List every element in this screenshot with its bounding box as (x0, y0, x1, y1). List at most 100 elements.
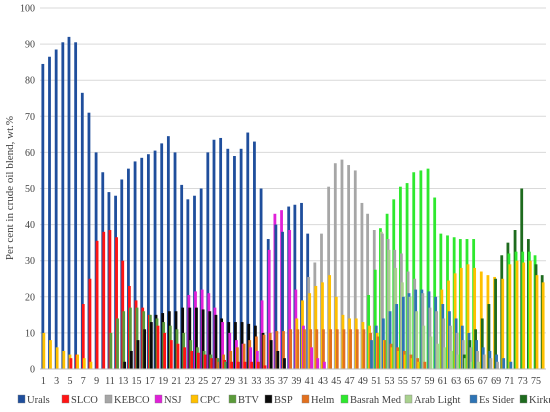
bar-btv-14 (128, 307, 132, 369)
bar-kebco-45 (333, 163, 337, 369)
legend-label-kirkuk-ar: Kirkuk AR (529, 395, 550, 406)
bar-urals-36 (274, 224, 278, 369)
bar-cpc-73 (522, 262, 526, 369)
legend-label-bsp: BSP (274, 395, 293, 406)
bar-basrah-med-60 (433, 197, 437, 369)
bar-urals-33 (253, 141, 256, 369)
legend-label-btv: BTV (238, 395, 259, 406)
bar-bsp-16 (143, 329, 147, 369)
bar-cpc-76 (541, 282, 545, 369)
bar-helm-27 (217, 361, 221, 369)
bar-bsp-35 (269, 340, 273, 369)
x-tick-label: 37 (278, 376, 288, 387)
bar-slco-29 (230, 361, 234, 369)
bar-slco-25 (203, 354, 207, 369)
bar-urals-22 (180, 184, 184, 369)
bar-helm-45 (335, 329, 339, 369)
bar-urals-6 (74, 42, 78, 370)
bar-arab-light-65 (470, 361, 474, 369)
bar-urals-34 (259, 188, 263, 369)
bar-slco-32 (250, 361, 254, 369)
bar-slco-5 (69, 358, 73, 369)
bar-urals-28 (219, 137, 223, 369)
bar-bsp-37 (283, 358, 286, 369)
bar-helm-31 (242, 343, 246, 369)
x-tick-label: 25 (198, 376, 208, 387)
bar-kebco-46 (340, 159, 344, 369)
bar-es-sider-50 (370, 340, 373, 369)
bar-urals-17 (146, 154, 150, 369)
bar-btv-15 (135, 307, 139, 369)
legend-label-kebco: KEBCO (114, 395, 150, 406)
x-tick-label: 35 (265, 376, 275, 387)
bar-cpc-71 (508, 264, 512, 369)
gridlines (40, 7, 546, 334)
bar-basrah-med-57 (412, 172, 416, 369)
x-tick-label: 61 (438, 376, 448, 387)
bar-helm-29 (229, 350, 233, 369)
bar-cpc-42 (314, 285, 318, 369)
bar-bsp-26 (208, 311, 212, 369)
bar-urals-5 (67, 36, 71, 369)
bar-basrah-med-51 (373, 269, 377, 369)
bar-kebco-61 (442, 318, 446, 369)
legend-label-arab-light: Arab Light (414, 395, 460, 406)
bar-urals-21 (173, 152, 177, 369)
bar-btv-11 (109, 332, 113, 369)
bar-helm-58 (423, 361, 427, 369)
bar-nsj-32 (249, 347, 253, 369)
bar-helm-47 (349, 329, 352, 369)
bar-urals-24 (193, 195, 196, 369)
bar-slco-18 (156, 325, 160, 369)
y-axis-title: Per cent in crude oil blend, wt.% (4, 116, 16, 260)
bar-arab-light-60 (436, 343, 440, 369)
y-tick-label: 30 (25, 256, 35, 267)
y-tick-label: 60 (25, 148, 35, 159)
y-tick-label: 70 (25, 112, 35, 123)
legend-swatch-kirkuk-ar (519, 394, 528, 404)
bar-cpc-75 (535, 275, 539, 369)
bar-nsj-33 (255, 350, 259, 369)
x-tick-label: 73 (518, 376, 528, 387)
bar-cpc-57 (417, 361, 421, 369)
legend-swatch-bsp (264, 394, 273, 404)
bar-cpc-1 (42, 332, 46, 369)
bar-slco-21 (176, 343, 180, 369)
x-tick-label: 67 (478, 376, 488, 387)
bar-bsp-15 (136, 340, 140, 369)
x-tick-label: 53 (385, 376, 395, 387)
bar-kebco-68 (489, 358, 493, 369)
bar-kebco-66 (476, 350, 479, 369)
bar-urals-1 (41, 63, 45, 369)
bar-bsp-25 (201, 309, 205, 369)
legend-swatch-helm (301, 394, 310, 404)
bar-nsj-41 (310, 347, 313, 369)
bar-cpc-72 (515, 260, 519, 369)
bar-arab-light-57 (415, 311, 419, 369)
bar-btv-28 (224, 361, 227, 369)
bar-cpc-64 (459, 267, 463, 369)
bar-arab-light-58 (422, 325, 426, 369)
bar-kirkuk-ar-67 (480, 318, 484, 369)
bar-basrah-med-59 (426, 168, 430, 369)
legend-label-nsj: NSJ (164, 395, 182, 406)
bar-cpc-70 (501, 278, 505, 369)
x-tick-label: 57 (411, 376, 421, 387)
bar-helm-42 (315, 329, 319, 369)
legend-label-slco: SLCO (71, 395, 98, 406)
bar-bsp-27 (214, 314, 218, 369)
bar-urals-15 (133, 161, 137, 369)
legend-label-urals: Urals (27, 395, 50, 406)
bar-nsj-42 (316, 358, 320, 369)
x-tick-label: 7 (81, 376, 86, 387)
bar-urals-14 (127, 168, 130, 369)
y-tick-label: 0 (30, 365, 35, 376)
bar-urals-20 (166, 136, 170, 369)
x-tick-label: 3 (54, 376, 59, 387)
x-tick-label: 13 (118, 376, 128, 387)
bar-bsp-17 (149, 322, 153, 369)
bar-slco-11 (108, 230, 112, 369)
bar-es-sider-71 (509, 361, 513, 369)
